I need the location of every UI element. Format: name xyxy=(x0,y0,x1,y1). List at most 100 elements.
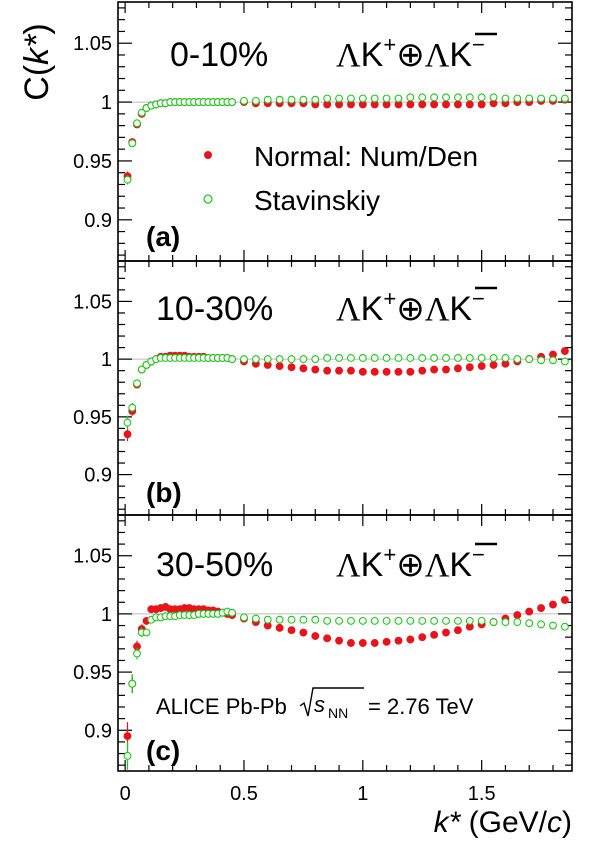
normal-point xyxy=(346,639,355,647)
legend: Normal: Num/Den Stavinskiy xyxy=(203,141,478,216)
x-axis-title: k* (GeV/c) xyxy=(434,806,572,839)
panel-a-ticks xyxy=(118,2,572,261)
panel-c-y-tick-labels: 0.9 0.95 1 1.05 xyxy=(73,546,112,743)
normal-point xyxy=(335,366,344,375)
panel-c-ticks xyxy=(118,515,572,771)
y-tick-label: 1.05 xyxy=(73,291,112,313)
normal-point xyxy=(513,611,522,620)
normal-point xyxy=(370,367,379,376)
panel-c-reaction: ΛK+⊕ΛK− xyxy=(336,542,485,584)
stavinskiy-point xyxy=(501,354,510,362)
stavinskiy-point xyxy=(287,95,296,104)
stavinskiy-point xyxy=(299,95,308,104)
sqrt-sign xyxy=(299,687,364,717)
y-axis-title: C(k*) xyxy=(18,23,56,100)
stavinskiy-point xyxy=(477,616,486,625)
stavinskiy-point xyxy=(406,616,415,625)
stavinskiy-point xyxy=(137,365,146,374)
stavinskiy-point xyxy=(128,403,137,412)
panel-b-reaction: ΛK+⊕ΛK− xyxy=(336,286,485,328)
legend-stavinskiy-marker xyxy=(203,194,213,204)
normal-point xyxy=(560,347,569,356)
stavinskiy-point xyxy=(418,354,427,362)
normal-point xyxy=(406,100,415,109)
x-tick-labels: 0 0.5 1 1.5 xyxy=(120,783,496,805)
legend-normal-label: Normal: Num/Den xyxy=(254,141,478,172)
stavinskiy-point xyxy=(311,95,320,104)
stavinskiy-point xyxy=(263,95,272,104)
normal-point xyxy=(489,360,498,369)
stavinskiy-point xyxy=(358,94,367,103)
stavinskiy-point xyxy=(394,354,403,362)
normal-point xyxy=(430,100,439,109)
stavinskiy-point xyxy=(311,355,320,364)
normal-point xyxy=(442,628,450,637)
normal-point xyxy=(287,363,296,372)
normal-point xyxy=(418,633,427,642)
y-tick-label: 1 xyxy=(101,92,112,114)
stavinskiy-point xyxy=(465,616,474,625)
stavinskiy-point xyxy=(489,618,498,627)
normal-point xyxy=(418,100,427,109)
panel-b-points xyxy=(123,347,569,442)
stavinskiy-point xyxy=(453,616,462,625)
panel-a-points xyxy=(123,93,569,185)
normal-point xyxy=(453,364,462,373)
stavinskiy-point xyxy=(335,354,344,362)
stavinskiy-point xyxy=(123,751,132,760)
normal-point xyxy=(382,637,391,646)
normal-point xyxy=(123,430,132,439)
stavinskiy-point xyxy=(240,613,248,622)
stavinskiy-point xyxy=(323,616,332,625)
normal-point xyxy=(275,362,284,371)
x-tick-label: 1.5 xyxy=(468,783,496,805)
stavinskiy-point xyxy=(137,108,146,117)
normal-point xyxy=(382,367,391,376)
x-tick-label: 0 xyxy=(120,783,131,805)
panel-c: 0.9 0.95 1 1.05 30-50% ΛK+⊕ΛK− (c) ALICE Pb… xyxy=(73,514,573,772)
normal-point xyxy=(537,604,546,613)
stavinskiy-point xyxy=(537,94,546,103)
stavinskiy-point xyxy=(382,354,391,362)
stavinskiy-point xyxy=(501,94,510,103)
stavinskiy-point xyxy=(549,356,557,365)
stavinskiy-point xyxy=(442,93,450,102)
stavinskiy-point xyxy=(287,615,296,624)
normal-point xyxy=(477,100,486,109)
normal-point xyxy=(123,732,132,741)
stavinskiy-point xyxy=(477,93,486,102)
stavinskiy-point xyxy=(128,679,137,688)
stavinskiy-point xyxy=(323,94,332,103)
panel-c-frame xyxy=(117,514,573,772)
normal-point xyxy=(394,636,403,645)
stavinskiy-point xyxy=(549,94,557,103)
stavinskiy-point xyxy=(560,622,569,631)
normal-point xyxy=(465,363,474,372)
stavinskiy-point xyxy=(418,93,427,102)
panel-b-ticks xyxy=(118,261,572,515)
y-tick-label: 0.95 xyxy=(73,151,112,173)
stavinskiy-point xyxy=(251,355,260,364)
y-tick-label: 1 xyxy=(101,349,112,371)
stavinskiy-point xyxy=(251,614,260,623)
stavinskiy-point xyxy=(560,94,569,103)
normal-point xyxy=(287,626,296,635)
panel-a-label: (a) xyxy=(146,221,180,252)
stavinskiy-point xyxy=(323,354,332,362)
stavinskiy-point xyxy=(228,98,237,107)
stavinskiy-point xyxy=(513,94,522,103)
stavinskiy-point xyxy=(525,94,534,103)
stavinskiy-point xyxy=(263,355,272,364)
stavinskiy-point xyxy=(228,608,237,617)
panel-a-reaction: ΛK+⊕ΛK− xyxy=(336,32,485,74)
stavinskiy-point xyxy=(299,615,308,624)
stavinskiy-point xyxy=(133,649,141,658)
normal-point xyxy=(311,632,320,640)
stavinskiy-point xyxy=(382,616,391,625)
panel-a: 0.9 0.95 1 1.05 0-10% ΛK+⊕ΛK− (a) Normal: N… xyxy=(73,1,573,262)
y-tick-label: 0.9 xyxy=(84,465,112,487)
stavinskiy-point xyxy=(240,355,248,364)
normal-point xyxy=(311,365,320,374)
stavinskiy-point xyxy=(489,354,498,362)
y-tick-label: 0.9 xyxy=(84,210,112,232)
